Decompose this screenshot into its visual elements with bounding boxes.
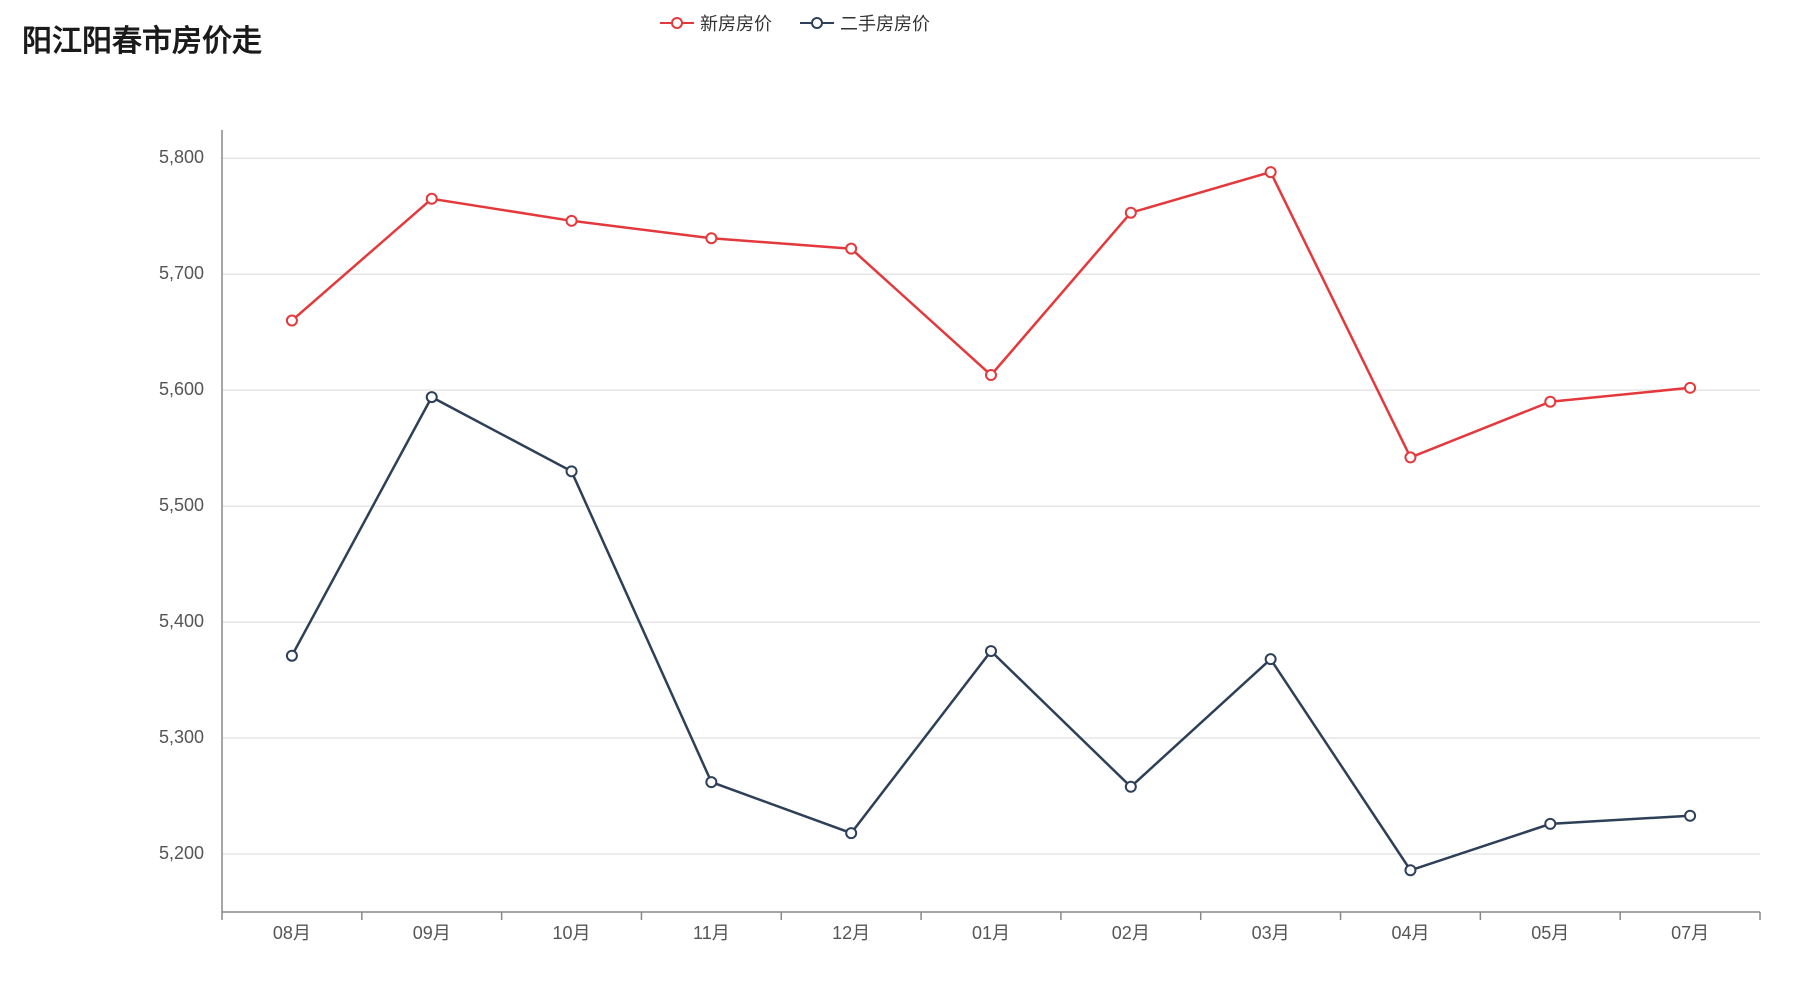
legend-swatch-used bbox=[800, 16, 834, 30]
series-marker bbox=[1126, 782, 1136, 792]
series-marker bbox=[1545, 819, 1555, 829]
x-tick-label: 08月 bbox=[273, 923, 311, 943]
legend-item-used: 二手房房价 bbox=[800, 10, 930, 36]
price-line-chart: 5,200 5,300 5,400 5,500 5,600 5,700 5,800 08月 09… bbox=[0, 60, 1800, 1000]
x-tick-label: 02月 bbox=[1112, 923, 1150, 943]
series-marker bbox=[706, 233, 716, 243]
series-marker bbox=[846, 828, 856, 838]
y-tick-label: 5,600 bbox=[159, 379, 204, 399]
series-marker bbox=[706, 777, 716, 787]
series-marker bbox=[567, 216, 577, 226]
series-line bbox=[292, 172, 1690, 457]
x-tick-label: 01月 bbox=[972, 923, 1010, 943]
chart-legend: 新房房价 二手房房价 bbox=[660, 10, 930, 36]
series-marker bbox=[287, 316, 297, 326]
series-marker bbox=[1405, 452, 1415, 462]
series-marker bbox=[1685, 811, 1695, 821]
series-marker bbox=[1545, 397, 1555, 407]
legend-swatch-new bbox=[660, 16, 694, 30]
series-marker bbox=[1266, 167, 1276, 177]
x-tick-label: 04月 bbox=[1391, 923, 1429, 943]
series-marker bbox=[846, 244, 856, 254]
series-marker bbox=[1266, 654, 1276, 664]
series-marker bbox=[427, 194, 437, 204]
series-marker bbox=[567, 466, 577, 476]
series-marker bbox=[287, 651, 297, 661]
x-tick-label: 12月 bbox=[832, 923, 870, 943]
series-marker bbox=[986, 370, 996, 380]
y-tick-label: 5,500 bbox=[159, 495, 204, 515]
y-tick-label: 5,400 bbox=[159, 611, 204, 631]
series-marker bbox=[427, 392, 437, 402]
series-line bbox=[292, 397, 1690, 870]
x-tick-label: 09月 bbox=[413, 923, 451, 943]
legend-label-new: 新房房价 bbox=[700, 10, 772, 36]
series-marker bbox=[1685, 383, 1695, 393]
y-tick-label: 5,800 bbox=[159, 147, 204, 167]
chart-title: 阳江阳春市房价走 bbox=[22, 16, 262, 60]
legend-marker-new bbox=[671, 17, 683, 29]
x-tick-label: 05月 bbox=[1531, 923, 1569, 943]
y-tick-label: 5,200 bbox=[159, 843, 204, 863]
legend-label-used: 二手房房价 bbox=[840, 10, 930, 36]
series-marker bbox=[1126, 208, 1136, 218]
legend-item-new: 新房房价 bbox=[660, 10, 772, 36]
x-tick-label: 11月 bbox=[693, 923, 730, 943]
x-tick-label: 10月 bbox=[553, 923, 591, 943]
series-marker bbox=[986, 646, 996, 656]
series-marker bbox=[1405, 865, 1415, 875]
x-tick-label: 03月 bbox=[1252, 923, 1290, 943]
legend-marker-used bbox=[811, 17, 823, 29]
y-tick-label: 5,300 bbox=[159, 727, 204, 747]
y-tick-label: 5,700 bbox=[159, 263, 204, 283]
x-tick-label: 07月 bbox=[1671, 923, 1709, 943]
